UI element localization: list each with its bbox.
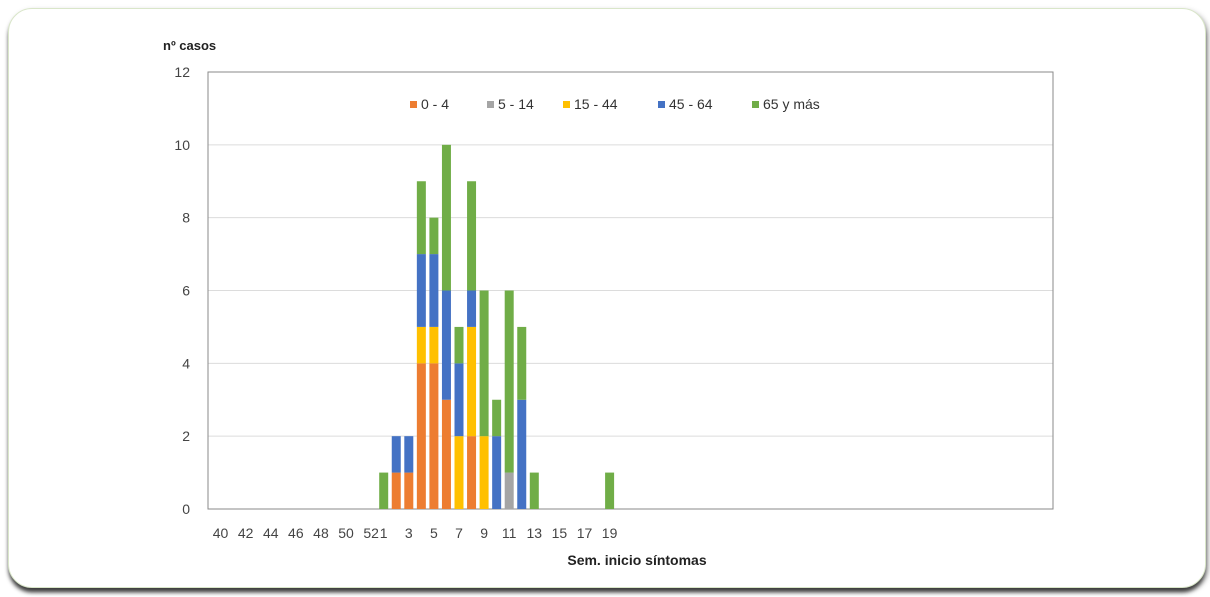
plot-area-frame [207,71,1054,510]
x-tick-label: 15 [552,525,568,541]
y-tick-label: 4 [182,355,190,371]
bar-segment [517,326,527,400]
bar-segment [454,363,464,437]
x-tick-label: 17 [577,525,593,541]
bar-segment [391,472,401,509]
x-tick-label: 13 [527,525,543,541]
bar-segment [529,472,539,509]
y-tick-label: 2 [182,428,190,444]
legend-label: 15 - 44 [574,96,618,112]
x-tick-label: 44 [263,525,279,541]
x-tick-labels: 40 42 44 46 48 50 52 1 3 5 7 9 11 13 15 17 19 [213,525,618,541]
x-tick-label: 19 [602,525,618,541]
x-tick-label: 46 [288,525,304,541]
bar-segment [416,326,426,364]
bar-segment [441,144,451,291]
y-tick-label: 10 [174,137,190,153]
y-tick-label: 6 [182,283,190,299]
bar-segment [504,290,514,473]
bar-segment [467,326,477,437]
legend-swatch [563,101,570,108]
legend-swatch [487,101,494,108]
bar-segment [492,399,502,437]
x-tick-label: 7 [455,525,463,541]
legend: 0 - 4 5 - 14 15 - 44 45 - 64 65 y más [410,96,820,112]
legend-swatch [658,101,665,108]
bar-segment [441,399,451,509]
legend-label: 65 y más [763,96,820,112]
x-tick-label: 5 [430,525,438,541]
legend-swatch [410,101,417,108]
legend-label: 5 - 14 [498,96,534,112]
x-tick-label: 3 [405,525,413,541]
legend-label: 0 - 4 [421,96,449,112]
bar-segment [441,290,451,400]
bar-segment [605,472,615,509]
bar-segment [504,472,514,509]
bar-segment [404,472,414,509]
x-tick-label: 11 [502,525,517,541]
bar-segment [467,290,477,327]
bar-segment [391,436,401,473]
bar-segment [404,436,414,473]
bar-segment [416,363,426,509]
bar-segment [517,399,527,509]
bar-segment [479,290,489,437]
x-tick-label: 9 [480,525,488,541]
x-tick-label: 48 [313,525,329,541]
bar-segment [467,181,477,291]
grid-lines [208,144,1053,437]
bar-segment [454,326,464,364]
bars-group [379,144,615,509]
legend-swatch [752,101,759,108]
x-axis-label: Sem. inicio síntomas [567,552,706,568]
legend-label: 45 - 64 [669,96,713,112]
bar-segment [429,326,439,364]
bar-segment [429,254,439,327]
bar-segment [429,217,439,255]
y-tick-labels: 0 2 4 6 8 10 12 [174,64,190,517]
y-tick-label: 8 [182,210,190,226]
y-tick-label: 0 [182,501,190,517]
bar-segment [467,436,477,509]
x-tick-label: 1 [380,525,388,541]
x-tick-label: 42 [238,525,254,541]
bar-segment [416,254,426,327]
y-tick-label: 12 [174,64,190,80]
x-tick-label: 52 [363,525,379,541]
bar-segment [479,436,489,509]
bar-segment [416,181,426,255]
bar-segment [454,436,464,509]
x-tick-label: 50 [338,525,354,541]
bar-segment [429,363,439,509]
bar-segment [379,472,389,509]
y-axis-label: nº casos [163,38,216,53]
x-tick-label: 40 [213,525,229,541]
bar-segment [492,436,502,509]
